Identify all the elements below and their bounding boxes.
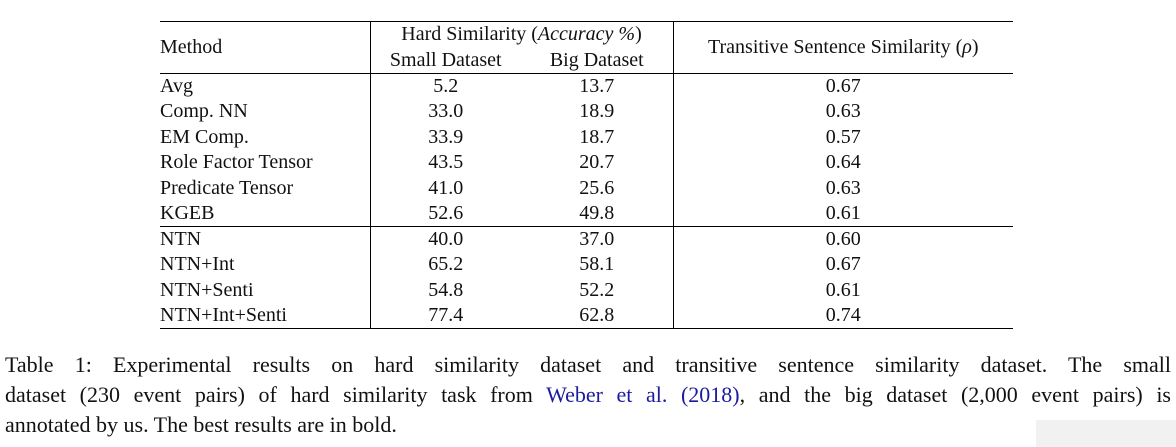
hard-similarity-accuracy-label: Accuracy % — [537, 23, 636, 46]
table-row: Role Factor Tensor 43.5 20.7 0.64 — [160, 150, 1014, 176]
big-dataset-cell-best: 62.8 — [579, 304, 615, 326]
small-dataset-cell: 33.0 — [369, 99, 521, 125]
method-cell: NTN+Int — [160, 253, 235, 276]
big-dataset-cell: 20.7 — [579, 151, 615, 174]
big-dataset-cell: 37.0 — [521, 226, 674, 252]
big-dataset-cell: 58.1 — [579, 253, 615, 276]
column-header-big-dataset: Big Dataset — [521, 47, 674, 74]
small-dataset-cell: 54.8 — [369, 277, 521, 303]
column-group-hard-similarity: Hard Similarity (Accuracy %) — [369, 21, 674, 48]
transitive-cell: 0.63 — [672, 175, 1014, 201]
small-dataset-cell: 5.2 — [369, 73, 521, 99]
big-dataset-cell: 49.8 — [579, 202, 615, 224]
transitive-cell: 0.63 — [672, 99, 1014, 125]
transitive-cell: 0.64 — [672, 150, 1014, 176]
table-row: NTN+Int 65.2 58.1 0.67 — [160, 252, 1014, 278]
big-dataset-cell: 52.2 — [579, 278, 615, 301]
table-row: Comp. NN 33.0 18.9 0.63 — [160, 99, 1014, 125]
table-row: Avg 5.2 13.7 0.67 — [160, 73, 1014, 99]
caption-line-2-text: dataset (230 event pairs) of hard simila… — [5, 382, 547, 407]
small-dataset-cell: 43.5 — [369, 150, 521, 176]
big-dataset-cell: 13.7 — [579, 75, 615, 97]
small-dataset-cell: 40.0 — [369, 226, 521, 252]
results-table-header: Method Hard Similarity (Accuracy %) Tran… — [160, 21, 1014, 74]
hard-similarity-label: Hard Similarity ( — [401, 23, 538, 46]
table-row: EM Comp. 33.9 18.7 0.57 — [160, 124, 1014, 150]
caption-line-2-text-end: , and the big dataset (2,000 event pairs… — [739, 382, 1171, 407]
transitive-label: Transitive Sentence Similarity ( — [708, 36, 963, 58]
transitive-cell: 0.67 — [672, 73, 1014, 99]
table-row: NTN 40.0 37.0 0.60 — [160, 226, 1014, 252]
transitive-cell-best: 0.74 — [672, 303, 1014, 329]
method-cell: KGEB — [160, 202, 215, 224]
big-dataset-cell: 18.7 — [579, 125, 615, 148]
corner-highlight-artifact — [1036, 420, 1176, 447]
method-cell: Avg — [160, 75, 193, 97]
method-cell: Role Factor Tensor — [160, 151, 313, 174]
method-cell: NTN+Senti — [160, 278, 254, 301]
big-dataset-cell: 18.9 — [579, 100, 615, 123]
hard-similarity-label-close: ) — [635, 23, 642, 46]
small-dataset-cell: 52.6 — [369, 201, 521, 227]
table-caption: Table 1: Experimental results on hard si… — [0, 350, 1176, 440]
table-row: NTN+Int+Senti 77.4 62.8 0.74 — [160, 303, 1014, 329]
method-cell: NTN — [160, 226, 370, 252]
table-row: NTN+Senti 54.8 52.2 0.61 — [160, 277, 1014, 303]
results-table: Method Hard Similarity (Accuracy %) Tran… — [160, 21, 1014, 329]
method-cell: EM Comp. — [160, 125, 249, 148]
caption-line-1: Table 1: Experimental results on hard si… — [5, 352, 1171, 377]
column-header-method: Method — [160, 21, 370, 74]
column-header-transitive: Transitive Sentence Similarity (ρ) — [672, 21, 1014, 74]
transitive-cell: 0.61 — [672, 277, 1014, 303]
small-dataset-cell: 65.2 — [369, 252, 521, 278]
table-row: KGEB 52.6 49.8 0.61 — [160, 201, 1014, 227]
big-dataset-cell: 25.6 — [579, 176, 615, 199]
caption-line-2: dataset (230 event pairs) of hard simila… — [5, 380, 1171, 410]
results-table-body: Avg 5.2 13.7 0.67 Comp. NN 33.0 18.9 0.6… — [160, 73, 1014, 329]
small-dataset-cell-best: 77.4 — [369, 303, 521, 329]
method-cell: NTN+Int+Senti — [160, 304, 287, 326]
transitive-cell: 0.57 — [672, 124, 1014, 150]
small-dataset-cell: 41.0 — [369, 175, 521, 201]
small-dataset-cell: 33.9 — [369, 124, 521, 150]
transitive-rho-symbol: ρ — [962, 36, 972, 58]
caption-line-3: annotated by us. The best results are in… — [5, 412, 397, 437]
citation-link[interactable]: Weber et al. (2018) — [546, 382, 740, 407]
transitive-cell: 0.67 — [672, 252, 1014, 278]
method-cell: Predicate Tensor — [160, 176, 294, 199]
column-header-small-dataset: Small Dataset — [369, 47, 521, 74]
transitive-cell: 0.61 — [672, 201, 1014, 227]
table-row: Predicate Tensor 41.0 25.6 0.63 — [160, 175, 1014, 201]
method-cell: Comp. NN — [160, 100, 248, 123]
transitive-cell: 0.60 — [672, 226, 1014, 252]
transitive-label-close: ) — [971, 36, 979, 58]
